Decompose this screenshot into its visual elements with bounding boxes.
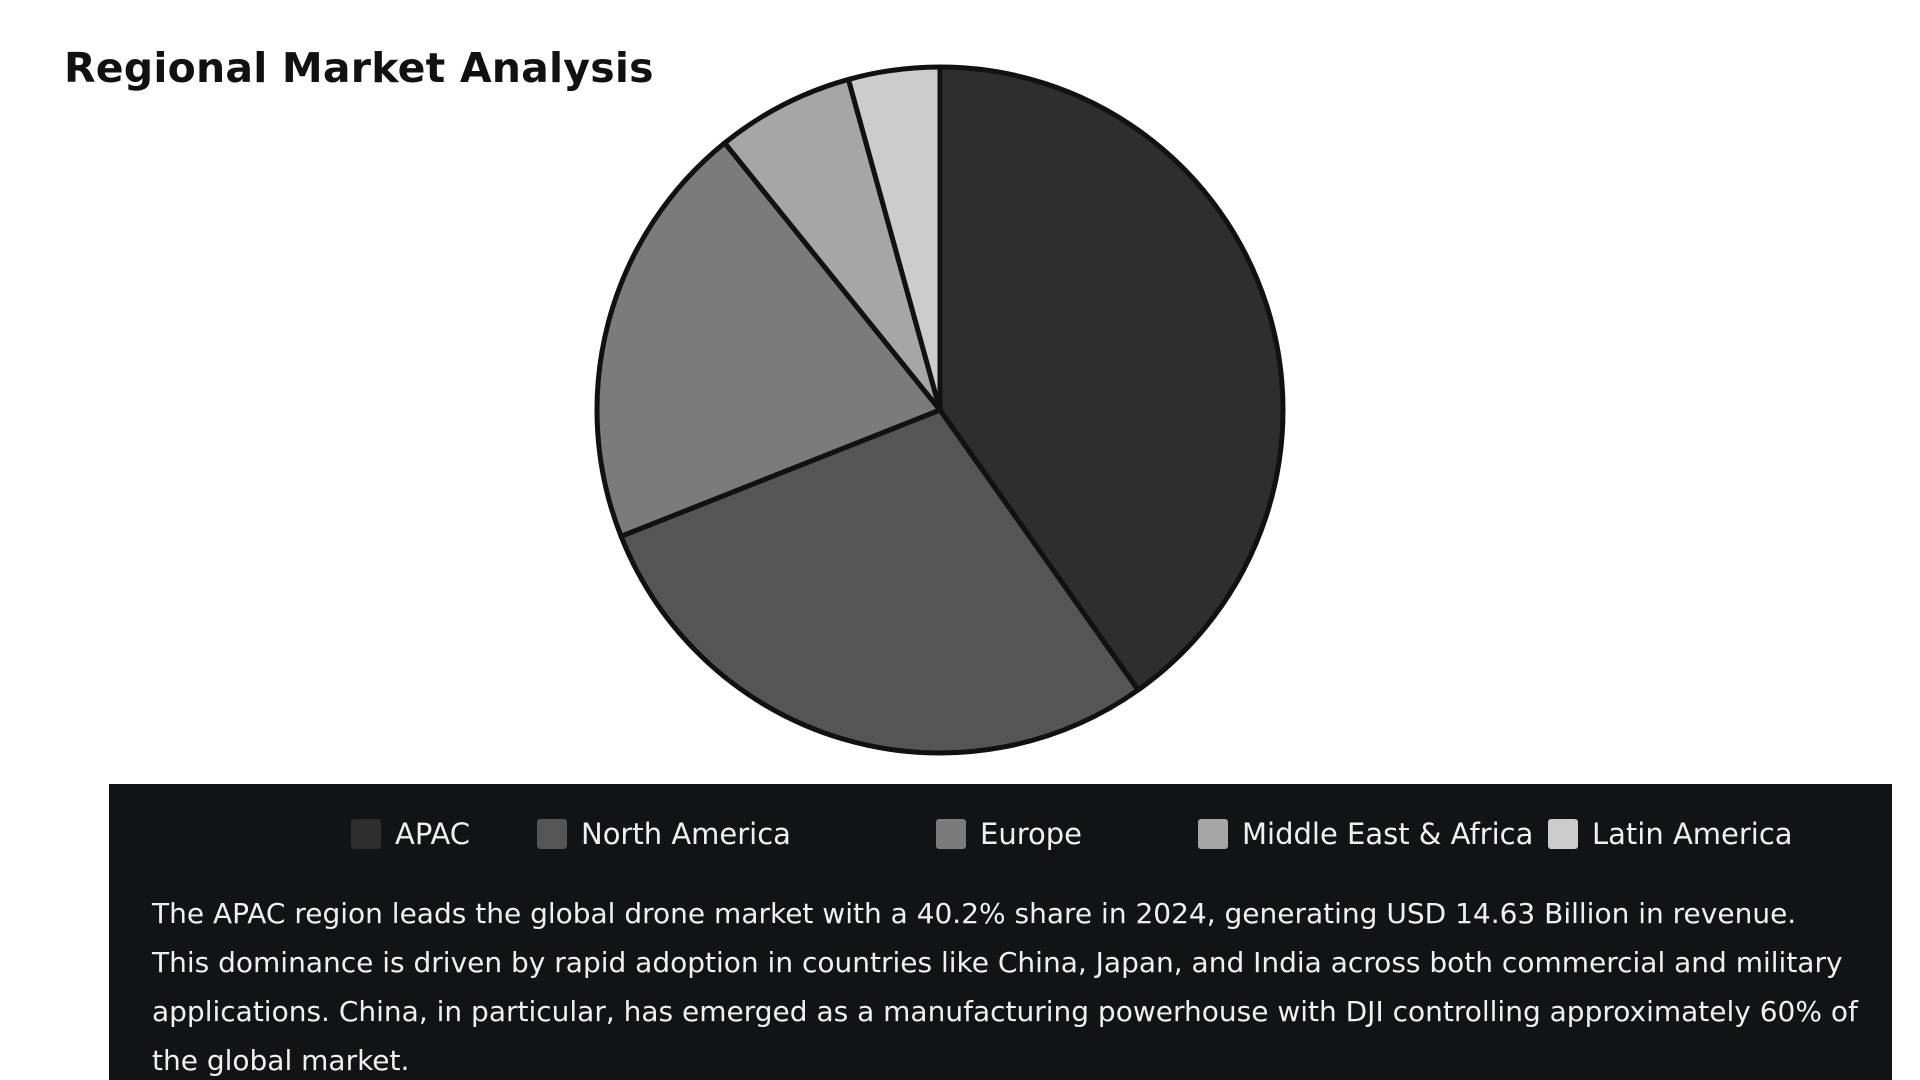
legend: APAC North America Europe Middle East & …	[109, 814, 1892, 854]
legend-swatch-north-america	[537, 819, 567, 849]
legend-label-apac: APAC	[395, 817, 471, 851]
legend-swatch-middle-east-africa	[1198, 819, 1228, 849]
legend-label-europe: Europe	[980, 817, 1082, 851]
pie-slice-north-america	[618, 407, 1141, 756]
pie-chart	[594, 64, 1286, 756]
legend-swatch-latin-america	[1548, 819, 1578, 849]
pie-slice-apac	[937, 64, 1286, 693]
legend-label-latin-america: Latin America	[1592, 817, 1793, 851]
pie-slice-latin-america	[845, 64, 943, 413]
legend-item-europe: Europe	[936, 814, 1082, 854]
pie-chart-container	[580, 50, 1300, 770]
legend-item-latin-america: Latin America	[1548, 814, 1793, 854]
market-description: The APAC region leads the global drone m…	[152, 897, 1858, 1077]
legend-label-middle-east-africa: Middle East & Africa	[1242, 817, 1534, 851]
legend-description-panel: APAC North America Europe Middle East & …	[109, 784, 1892, 1080]
legend-label-north-america: North America	[581, 817, 791, 851]
legend-swatch-apac	[351, 819, 381, 849]
legend-item-north-america: North America	[537, 814, 791, 854]
legend-item-middle-east-africa: Middle East & Africa	[1198, 814, 1533, 854]
legend-swatch-europe	[936, 819, 966, 849]
chart-title: Regional Market Analysis	[64, 44, 654, 92]
legend-item-apac: APAC	[351, 814, 470, 854]
pie-slice-europe	[594, 140, 943, 539]
pie-slice-middle-east-africa	[722, 76, 943, 413]
